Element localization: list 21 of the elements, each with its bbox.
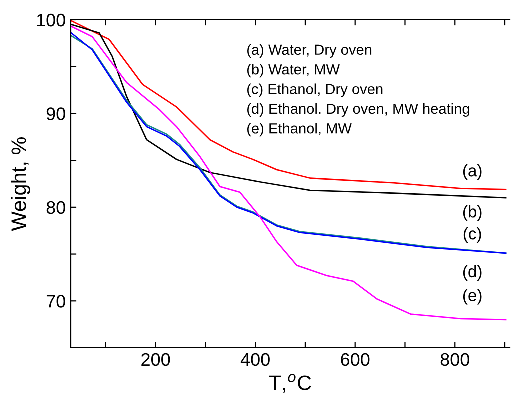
annotation: (d) Ethanol. Dry oven, MW heating (248, 103, 470, 117)
y-tick-label: 70 (46, 295, 66, 308)
x-axis-title: T,$^{o}$C (269, 374, 312, 393)
y-axis-title: Weight, % (11, 137, 30, 232)
line-series (71, 26, 507, 321)
x-tick-label: 400 (240, 353, 270, 366)
y-tick-label: 80 (46, 201, 66, 214)
series-label: (d) (463, 265, 482, 281)
annotation: (b) Water, MW (248, 64, 340, 78)
series-label: (b) (463, 206, 482, 222)
annotation: (e) Ethanol, MW (248, 123, 352, 137)
x-tick-label: 200 (142, 353, 170, 366)
y-tick-label: 90 (46, 108, 66, 120)
series-label: (e) (463, 289, 482, 305)
annotation: (a) Water, Dry oven (248, 44, 372, 58)
annotation: (c) Ethanol, Dry oven (248, 84, 383, 98)
x-tick-label: 600 (341, 353, 370, 366)
series-label: (c) (464, 228, 482, 244)
x-tick-label: 800 (440, 353, 470, 366)
series-label: (a) (463, 164, 482, 180)
y-tick-label: 100 (37, 14, 66, 27)
